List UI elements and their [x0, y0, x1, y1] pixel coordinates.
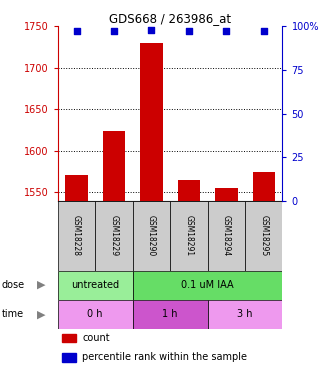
Bar	[103, 131, 125, 201]
Text: 1 h: 1 h	[162, 309, 178, 319]
FancyBboxPatch shape	[58, 300, 133, 329]
Text: ▶: ▶	[37, 280, 45, 290]
Text: count: count	[82, 333, 110, 343]
FancyBboxPatch shape	[58, 270, 133, 300]
FancyBboxPatch shape	[95, 201, 133, 270]
Text: GSM18294: GSM18294	[222, 215, 231, 256]
Text: GSM18228: GSM18228	[72, 215, 81, 256]
Text: GSM18290: GSM18290	[147, 215, 156, 256]
Bar	[253, 172, 275, 201]
Text: 0.1 uM IAA: 0.1 uM IAA	[181, 280, 234, 290]
FancyBboxPatch shape	[245, 201, 282, 270]
Text: GSM18291: GSM18291	[184, 215, 193, 256]
FancyBboxPatch shape	[170, 201, 208, 270]
FancyBboxPatch shape	[208, 201, 245, 270]
Text: 3 h: 3 h	[237, 309, 253, 319]
Point	[74, 28, 79, 34]
FancyBboxPatch shape	[133, 300, 208, 329]
Text: ▶: ▶	[37, 309, 45, 319]
Point	[149, 27, 154, 33]
Bar	[65, 175, 88, 201]
Bar	[62, 353, 76, 362]
FancyBboxPatch shape	[133, 270, 282, 300]
Bar	[62, 334, 76, 342]
Point	[111, 28, 117, 34]
Text: 0 h: 0 h	[88, 309, 103, 319]
FancyBboxPatch shape	[58, 201, 95, 270]
Bar	[178, 180, 200, 201]
Text: dose: dose	[2, 280, 25, 290]
Text: untreated: untreated	[71, 280, 119, 290]
Point	[261, 28, 266, 34]
Text: GSM18295: GSM18295	[259, 215, 268, 256]
Bar	[140, 43, 163, 201]
Point	[224, 28, 229, 34]
Text: percentile rank within the sample: percentile rank within the sample	[82, 352, 247, 362]
FancyBboxPatch shape	[208, 300, 282, 329]
Bar	[215, 188, 238, 201]
Point	[186, 28, 191, 34]
Text: time: time	[2, 309, 24, 319]
Text: GSM18229: GSM18229	[109, 215, 118, 256]
Title: GDS668 / 263986_at: GDS668 / 263986_at	[109, 12, 231, 25]
FancyBboxPatch shape	[133, 201, 170, 270]
